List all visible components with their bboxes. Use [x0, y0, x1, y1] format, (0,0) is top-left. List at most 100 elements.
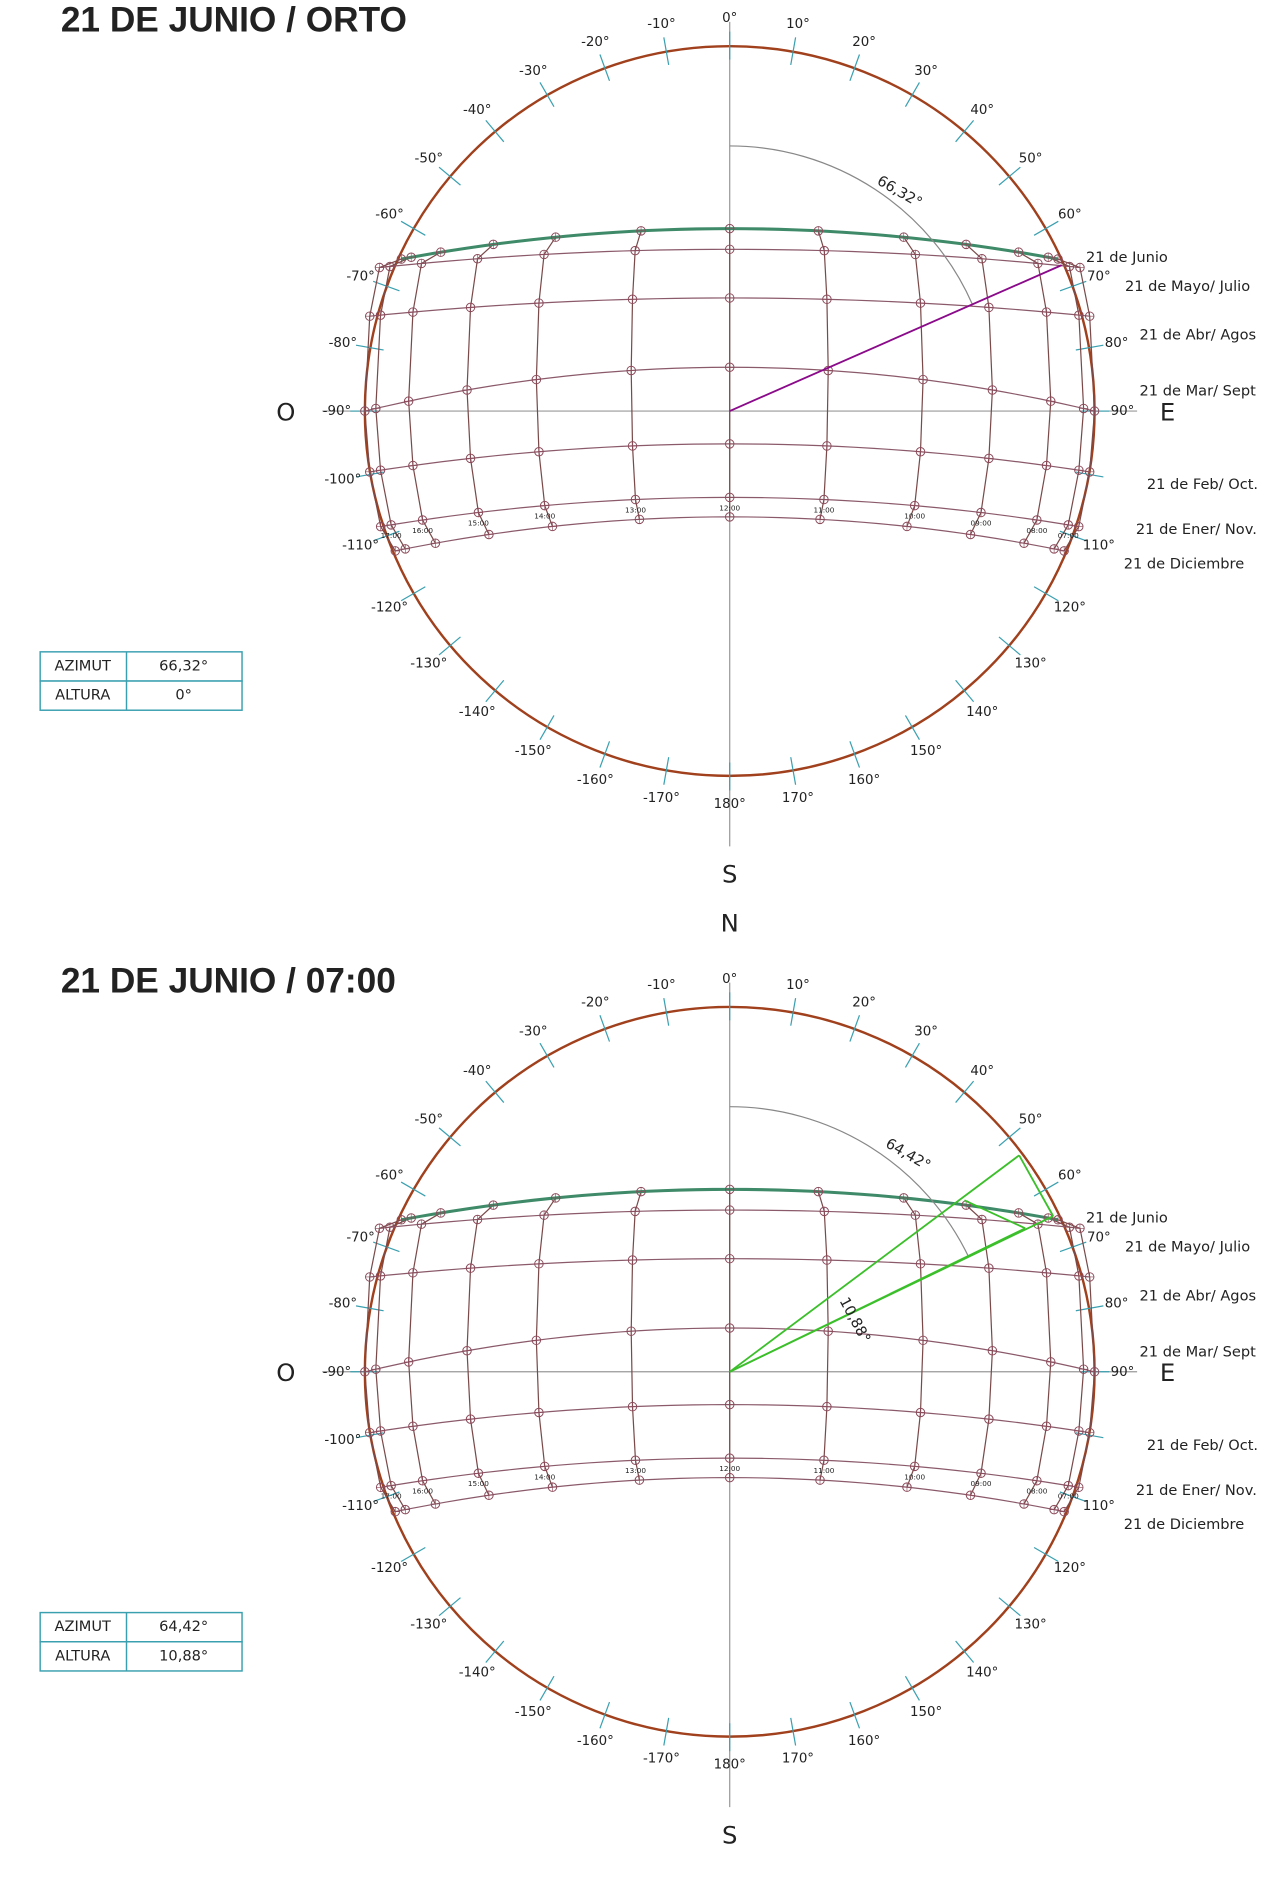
- hour-point-cross: [966, 530, 975, 539]
- hour-point-cross: [911, 1210, 920, 1220]
- degree-label: 60°: [1058, 1168, 1082, 1183]
- degree-label: 20°: [852, 996, 876, 1011]
- hour-point-cross: [534, 447, 544, 457]
- hour-point-cross: [918, 375, 928, 384]
- hour-point-cross: [1064, 520, 1073, 530]
- degree-label: 110°: [1083, 538, 1115, 553]
- hour-point-cross: [635, 515, 644, 524]
- month-label: 21 de Diciembre: [1124, 1516, 1244, 1533]
- hour-point-cross: [418, 515, 427, 525]
- degree-label: 180°: [714, 797, 746, 812]
- ring-tick: [663, 1717, 670, 1746]
- degree-label: -20°: [581, 35, 610, 50]
- hour-point-cross: [988, 1346, 997, 1355]
- sun-ray: [964, 1199, 1026, 1230]
- hour-point-cross: [1075, 263, 1085, 272]
- degree-label: -150°: [515, 1705, 552, 1720]
- degree-label: 80°: [1105, 336, 1129, 351]
- ring-tick: [904, 1675, 920, 1701]
- hour-point-cross: [365, 311, 374, 321]
- hour-point-cross: [401, 1505, 410, 1514]
- hour-point-cross: [1019, 538, 1029, 548]
- compass-label: E: [1160, 397, 1175, 426]
- diagram: 21 DE JUNIO / ORTO 0° 10° 20° 30° 40° 50° 60° 70…: [39, 1, 1258, 889]
- hour-point-cross: [408, 307, 418, 317]
- degree-label: -60°: [375, 208, 403, 223]
- degree-label: -140°: [459, 1666, 496, 1681]
- hour-point-cross: [404, 396, 413, 406]
- ring-tick: [485, 119, 505, 143]
- degree-label: -20°: [581, 996, 610, 1011]
- table-row: [39, 680, 243, 711]
- hour-label: 10:00: [904, 512, 925, 521]
- hour-point-cross: [1085, 467, 1094, 477]
- month-label: 21 de Feb/ Oct.: [1147, 476, 1258, 493]
- hour-point-cross: [551, 1193, 560, 1203]
- ring-tick: [663, 37, 670, 66]
- hour-point-cross: [725, 293, 734, 303]
- ring-tick: [1033, 1181, 1059, 1197]
- ring-tick: [485, 1080, 505, 1103]
- ring-tick: [790, 757, 797, 785]
- ring-tick: [1033, 1546, 1059, 1563]
- degree-label: -80°: [329, 336, 357, 351]
- ring-tick: [904, 82, 920, 107]
- ring-tick: [599, 1701, 611, 1729]
- ring-tick: [400, 586, 426, 602]
- hour-point-cross: [966, 1490, 975, 1500]
- month-label: 21 de Junio: [1086, 249, 1168, 266]
- hour-point-cross: [631, 1456, 640, 1465]
- hour-point-cross: [534, 298, 544, 308]
- hour-point-cross: [474, 508, 483, 517]
- hour-point-cross: [1019, 1499, 1029, 1509]
- degree-label: 110°: [1083, 1499, 1115, 1514]
- hour-point-cross: [1085, 311, 1094, 321]
- degree-label: 80°: [1105, 1297, 1129, 1312]
- hour-label: 16:00: [412, 526, 433, 535]
- ring-tick: [955, 119, 975, 143]
- hour-label: 14:00: [534, 1472, 555, 1481]
- table-cell: 64,42°: [159, 1618, 208, 1635]
- hour-point-cross: [1074, 1483, 1083, 1492]
- hour-point-cross: [725, 224, 734, 233]
- compass-label: O: [276, 1358, 295, 1387]
- hour-point-cross: [1085, 1428, 1094, 1437]
- hour-point-cross: [484, 1490, 494, 1500]
- table-row: [39, 1611, 243, 1643]
- hour-point-cross: [628, 295, 637, 304]
- hour-point-cross: [984, 303, 994, 312]
- hour-point-cross: [822, 441, 832, 451]
- hour-point-cross: [466, 1414, 475, 1424]
- degree-label: -170°: [643, 1752, 680, 1767]
- hour-point-cross: [489, 1200, 498, 1210]
- hour-point-cross: [1053, 254, 1063, 264]
- degree-label: 120°: [1054, 1561, 1086, 1576]
- hour-point-cross: [375, 263, 384, 272]
- degree-label: 40°: [970, 1064, 994, 1079]
- hour-point-cross: [1042, 461, 1051, 470]
- ring-tick: [904, 1042, 920, 1068]
- hour-point-cross: [911, 250, 920, 259]
- hour-label: 07:00: [1058, 1492, 1079, 1501]
- hour-point-cross: [1065, 262, 1074, 271]
- hour-point-cross: [626, 1326, 636, 1336]
- hour-point-cross: [822, 1255, 832, 1265]
- hour-point-cross: [408, 1422, 418, 1431]
- hour-point-cross: [473, 254, 482, 264]
- ring-tick: [539, 1675, 555, 1701]
- hour-point-cross: [725, 493, 734, 502]
- hour-point-cross: [902, 1482, 912, 1492]
- hour-point-cross: [725, 245, 734, 254]
- degree-label: -30°: [519, 1025, 548, 1040]
- hour-point-cross: [1046, 396, 1056, 406]
- hour-point-cross: [976, 1469, 986, 1478]
- hour-point-cross: [365, 1272, 374, 1282]
- ring-tick: [998, 1597, 1021, 1617]
- ring-tick: [599, 1015, 611, 1042]
- hour-point-cross: [532, 375, 541, 384]
- hour-point-cross: [1090, 406, 1099, 416]
- ring-tick: [663, 757, 670, 785]
- hour-point-cross: [1042, 1422, 1051, 1431]
- degree-label: 30°: [914, 1025, 938, 1040]
- ring-tick: [539, 715, 555, 740]
